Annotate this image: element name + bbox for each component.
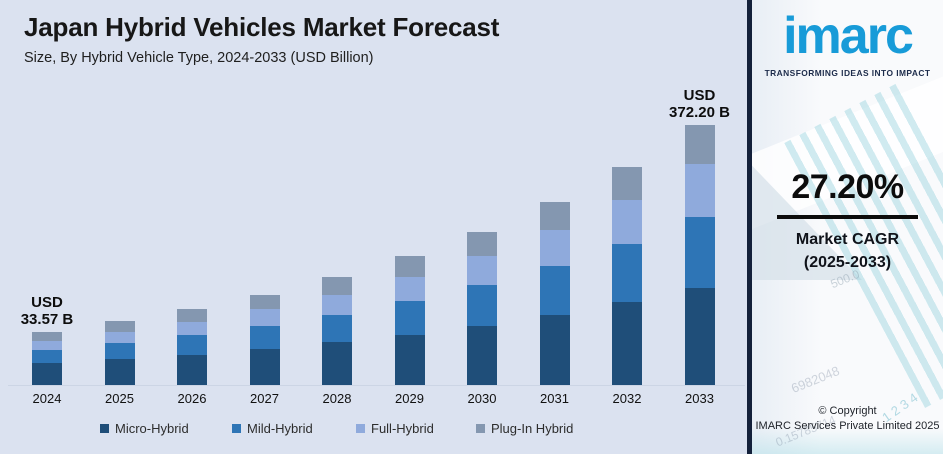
segment-mild-hybrid — [394, 301, 425, 335]
segment-mild-hybrid — [612, 243, 642, 303]
bar-2026 — [177, 309, 207, 385]
x-axis-label: 2030 — [467, 391, 497, 406]
legend-label: Mild-Hybrid — [247, 421, 313, 436]
bar-2032 — [612, 166, 642, 385]
segment-micro-hybrid — [394, 334, 425, 385]
segment-plug-in-hybrid — [684, 125, 715, 165]
cagr-label: Market CAGR — [795, 231, 900, 248]
x-axis-label: 2028 — [322, 391, 352, 406]
legend-label: Micro-Hybrid — [115, 421, 189, 436]
bar-2024 — [32, 331, 62, 385]
legend-swatch — [356, 424, 365, 433]
segment-plug-in-hybrid — [467, 231, 497, 256]
imarc-logo: imarc TRANSFORMING IDEAS INTO IMPACT — [752, 6, 943, 78]
segment-mild-hybrid — [684, 217, 715, 288]
legend-label: Full-Hybrid — [371, 421, 434, 436]
page-subtitle: Size, By Hybrid Vehicle Type, 2024-2033 … — [24, 50, 374, 66]
bar-2027 — [249, 294, 280, 385]
segment-plug-in-hybrid — [177, 309, 207, 322]
bar-2031 — [539, 202, 570, 385]
segment-full-hybrid — [177, 321, 207, 336]
segment-micro-hybrid — [177, 354, 207, 385]
legend-swatch — [232, 424, 241, 433]
cagr-value: 27.20% — [791, 168, 904, 206]
x-axis-label: 2026 — [177, 391, 207, 406]
chart-legend: Micro-Hybrid Mild-Hybrid Full-Hybrid Plug-I… — [0, 421, 747, 445]
imarc-logo-wordmark: imarc — [783, 7, 914, 65]
segment-full-hybrid — [322, 294, 352, 315]
segment-full-hybrid — [539, 230, 570, 267]
x-axis-label: 2032 — [612, 391, 642, 406]
x-axis-label: 2031 — [540, 391, 569, 406]
segment-full-hybrid — [612, 200, 642, 244]
cagr-block: 27.20% Market CAGR (2025-2033) — [752, 168, 943, 272]
legend-swatch — [476, 424, 485, 433]
segment-mild-hybrid — [467, 285, 497, 326]
x-axis-label: 2025 — [105, 391, 134, 406]
chart-header: Japan Hybrid Vehicles Market Forecast Si… — [24, 12, 724, 66]
bar-2028 — [322, 277, 352, 385]
legend-item-mild-hybrid: Mild-Hybrid — [232, 421, 313, 436]
segment-plug-in-hybrid — [612, 166, 642, 201]
segment-micro-hybrid — [539, 315, 570, 385]
segment-full-hybrid — [684, 164, 715, 218]
segment-full-hybrid — [32, 340, 62, 350]
cagr-underline — [777, 215, 918, 219]
chart-plot: 2024 2025 2026 2027 2028 2029 2030 2031 2032 2033… — [8, 86, 745, 406]
watermark-text: 6982048 — [789, 363, 842, 396]
copyright-line2: IMARC Services Private Limited 2025 — [755, 420, 940, 432]
segment-full-hybrid — [104, 331, 135, 344]
bar-value-label-2033: USD 372.20 B — [669, 86, 730, 121]
panel-divider-strip — [747, 0, 752, 454]
legend-item-micro-hybrid: Micro-Hybrid — [100, 421, 189, 436]
legend-item-full-hybrid: Full-Hybrid — [356, 421, 434, 436]
bar-2030 — [467, 231, 497, 385]
segment-micro-hybrid — [612, 302, 642, 385]
bar-2025 — [104, 321, 135, 385]
segment-full-hybrid — [467, 255, 497, 286]
segment-micro-hybrid — [32, 363, 62, 385]
segment-mild-hybrid — [32, 349, 62, 364]
segment-mild-hybrid — [249, 325, 280, 349]
segment-full-hybrid — [249, 309, 280, 326]
cagr-period: (2025-2033) — [803, 254, 892, 271]
segment-full-hybrid — [394, 276, 425, 302]
segment-plug-in-hybrid — [539, 202, 570, 231]
imarc-logo-tagline: TRANSFORMING IDEAS INTO IMPACT — [764, 68, 931, 78]
segment-plug-in-hybrid — [394, 256, 425, 277]
x-axis-label: 2024 — [32, 391, 62, 406]
segment-mild-hybrid — [322, 314, 352, 343]
segment-plug-in-hybrid — [322, 277, 352, 295]
segment-mild-hybrid — [539, 266, 570, 315]
legend-swatch — [100, 424, 109, 433]
segment-mild-hybrid — [177, 335, 207, 355]
x-axis-line — [8, 385, 745, 386]
segment-micro-hybrid — [104, 359, 135, 385]
bar-2033 — [684, 125, 715, 385]
segment-micro-hybrid — [249, 348, 280, 385]
x-axis-label: 2029 — [395, 391, 424, 406]
copyright: © Copyright IMARC Services Private Limit… — [752, 404, 943, 434]
legend-label: Plug-In Hybrid — [491, 421, 574, 436]
copyright-line1: © Copyright — [818, 405, 877, 417]
segment-mild-hybrid — [104, 343, 135, 360]
segment-micro-hybrid — [684, 287, 715, 385]
bar-value-label-2024: USD 33.57 B — [20, 293, 74, 328]
x-axis-label: 2027 — [250, 391, 279, 406]
page-title: Japan Hybrid Vehicles Market Forecast — [24, 12, 500, 42]
x-axis-label: 2033 — [685, 391, 714, 406]
segment-micro-hybrid — [322, 342, 352, 385]
chart-area: Japan Hybrid Vehicles Market Forecast Si… — [0, 0, 747, 454]
brand-panel: 500.0 6982048 0.15785714 1 2 3 4 imarc T… — [752, 0, 943, 454]
segment-micro-hybrid — [467, 325, 497, 385]
legend-item-plug-in-hybrid: Plug-In Hybrid — [476, 421, 573, 436]
bar-2029 — [394, 256, 425, 385]
segment-plug-in-hybrid — [104, 321, 135, 332]
segment-plug-in-hybrid — [32, 331, 62, 341]
segment-plug-in-hybrid — [249, 294, 280, 310]
